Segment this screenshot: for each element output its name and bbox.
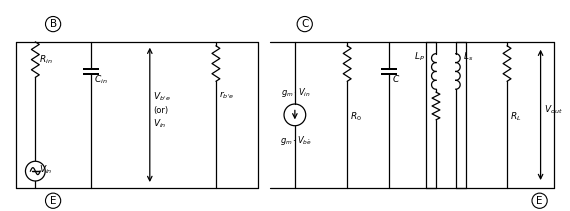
Text: $V_{out}$: $V_{out}$ xyxy=(544,104,562,116)
Text: E: E xyxy=(536,196,543,206)
Text: C: C xyxy=(301,19,308,29)
Text: $L_s$: $L_s$ xyxy=(463,51,473,63)
Text: $C$: $C$ xyxy=(392,73,400,84)
Text: $V_{in}$: $V_{in}$ xyxy=(153,118,166,130)
Text: $C_{in}$: $C_{in}$ xyxy=(93,73,107,86)
Text: (or): (or) xyxy=(153,106,168,115)
Text: B: B xyxy=(50,19,56,29)
Text: $g_m \cdot V_{in}$: $g_m \cdot V_{in}$ xyxy=(281,86,311,99)
Text: $V_{b'e}$: $V_{b'e}$ xyxy=(153,91,170,103)
Text: E: E xyxy=(50,196,56,206)
Text: $r_{b'e}$: $r_{b'e}$ xyxy=(219,89,234,101)
Text: $g_m \cdot V_{b\'e}$: $g_m \cdot V_{b\'e}$ xyxy=(280,134,312,147)
Text: $R_{in}$: $R_{in}$ xyxy=(39,53,53,66)
Text: $L_P$: $L_P$ xyxy=(414,51,425,63)
Text: $V_{in}$: $V_{in}$ xyxy=(39,164,53,176)
Text: $R_L$: $R_L$ xyxy=(510,111,522,123)
Text: $R_0$: $R_0$ xyxy=(350,111,362,123)
